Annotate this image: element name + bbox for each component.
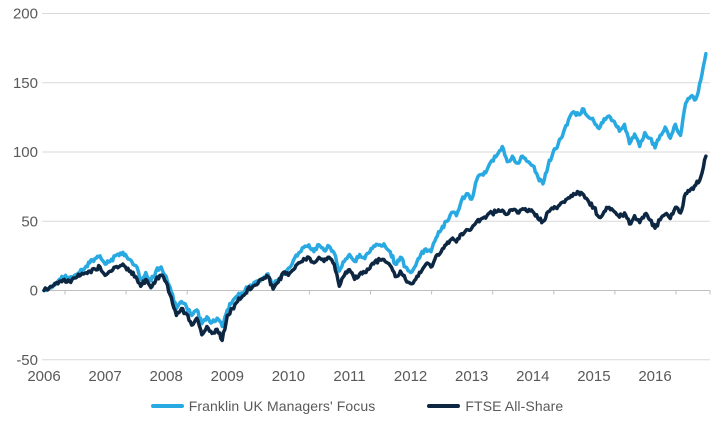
x-axis-label: 2011	[333, 368, 365, 385]
franklin-line-swatch	[150, 403, 184, 409]
x-axis-label: 2006	[27, 368, 60, 385]
x-axis-label: 2009	[211, 368, 244, 385]
y-axis-label: 50	[21, 213, 38, 230]
x-axis-label: 2010	[272, 368, 305, 385]
chart-legend: Franklin UK Managers' Focus FTSE All-Sha…	[0, 398, 714, 414]
legend-item-ftse: FTSE All-Share	[427, 398, 563, 414]
ftse-line-swatch	[427, 403, 461, 409]
y-axis-label: 100	[13, 144, 38, 161]
y-axis-label: 150	[13, 75, 38, 92]
x-axis-label: 2014	[516, 368, 549, 385]
legend-item-franklin: Franklin UK Managers' Focus	[150, 398, 376, 414]
x-axis-label: 2013	[455, 368, 488, 385]
x-axis-label: 2007	[88, 368, 121, 385]
y-axis-label: 0	[30, 283, 38, 300]
ftse-legend-label: FTSE All-Share	[465, 398, 564, 414]
series-line-ftse	[42, 154, 708, 343]
y-axis-label: -50	[16, 352, 38, 369]
series-line-franklin	[42, 51, 708, 329]
x-axis-label: 2008	[150, 368, 183, 385]
x-axis-label: 2015	[577, 368, 610, 385]
x-axis-label: 2016	[638, 368, 671, 385]
franklin-legend-label: Franklin UK Managers' Focus	[188, 398, 376, 414]
y-axis-label: 200	[13, 6, 38, 23]
x-axis-label: 2012	[394, 368, 427, 385]
